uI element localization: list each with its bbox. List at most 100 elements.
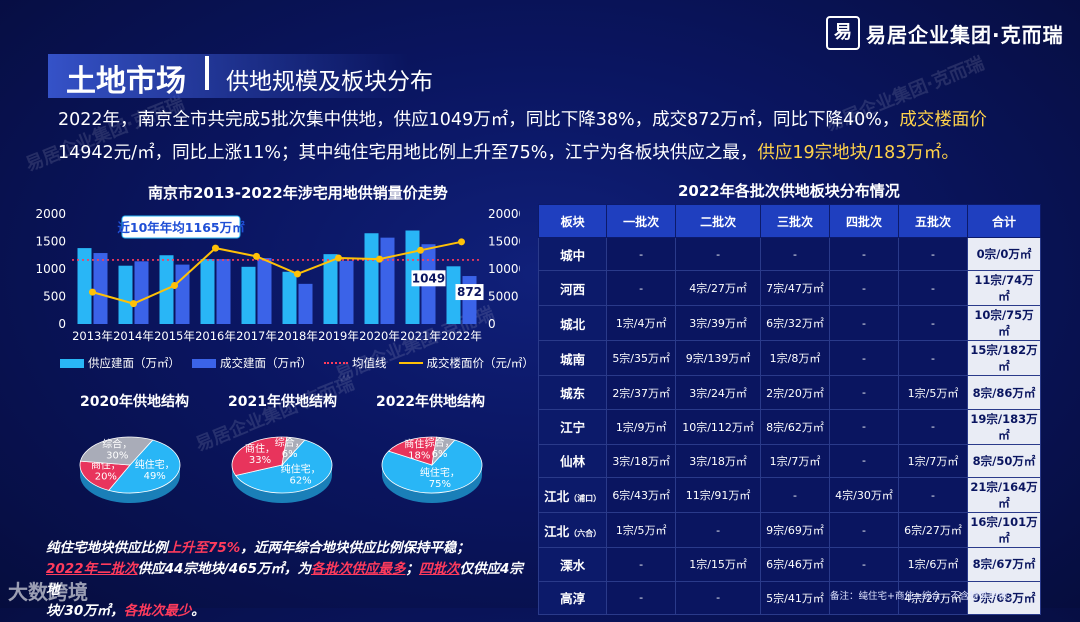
pie-slice — [108, 439, 181, 494]
table-row: 江宁 1宗/9万㎡ 10宗/112万㎡ 8宗/62万㎡ - -19宗/183万㎡ — [537, 408, 1041, 445]
batch-cell: 6宗/46万㎡ — [760, 547, 830, 582]
batch-cell: - — [897, 408, 969, 445]
total-cell: 16宗/101万㎡ — [967, 512, 1041, 549]
bar-supply — [77, 248, 92, 324]
batch-cell: - — [829, 236, 899, 272]
summary-highlight-2: 供应19宗地块/183万㎡。 — [757, 143, 959, 163]
batch-cell: - — [675, 580, 762, 615]
page-title: 土地市场 — [66, 64, 186, 99]
table-row: 江北（浦口） 6宗/43万㎡ 11宗/91万㎡ -4宗/30万㎡ -21宗/164万㎡ — [537, 477, 1041, 514]
pie-slice — [381, 439, 483, 494]
batch-cell: 3宗/39万㎡ — [675, 305, 762, 342]
block-name: 城北 — [560, 316, 586, 332]
batch-cell: - — [760, 477, 830, 514]
block-name-cell: 江宁 — [537, 408, 608, 445]
price-point — [294, 270, 301, 278]
batch-cell: - — [897, 477, 969, 514]
block-name: 河西 — [560, 281, 586, 297]
block-name: 城东 — [560, 386, 586, 402]
batch-cell: - — [897, 236, 969, 272]
table-title: 2022年各批次供地板块分布情况 — [678, 182, 900, 200]
pie-label: 综合， 6% — [275, 436, 305, 460]
note-l2d: ； — [405, 561, 419, 577]
bar-deal — [298, 283, 313, 324]
table-header-cell: 五批次 — [897, 204, 969, 238]
table-footnote: 备注：纯住宅+商住+综合，不含特殊用地； — [830, 591, 1017, 602]
table-header-row: 板块 一批次 二批次 三批次 四批次 五批次 合计 — [537, 204, 1041, 238]
table-header-cell: 二批次 — [675, 204, 762, 238]
block-name-cell: 城东 — [537, 375, 608, 410]
batch-cell: 9宗/139万㎡ — [675, 340, 762, 377]
block-name-cell: 高淳 — [537, 580, 608, 615]
batch-cell: - — [829, 443, 899, 479]
legend-supply: 供应建面（万㎡） — [88, 356, 180, 370]
bar-deal — [93, 253, 108, 324]
batch-cell: 1宗/15万㎡ — [675, 547, 762, 582]
table-row: 溧水 -1宗/15万㎡ 6宗/46万㎡ -1宗/6万㎡ 8宗/67万㎡ — [537, 547, 1041, 582]
total-cell: 10宗/75万㎡ — [967, 305, 1041, 342]
table-row: 城南 5宗/35万㎡ 9宗/139万㎡ 1宗/8万㎡ - -15宗/182万㎡ — [537, 340, 1041, 377]
price-point — [335, 254, 342, 262]
y-left-tick: 1000 — [35, 262, 66, 276]
table-row: 仙林 3宗/18万㎡ 3宗/18万㎡ 1宗/7万㎡ -1宗/7万㎡ 8宗/50万㎡ — [537, 443, 1041, 479]
batch-cell: 5宗/41万㎡ — [760, 580, 830, 615]
block-name: 城中 — [560, 247, 586, 263]
table-header-cell: 合计 — [967, 204, 1041, 238]
table-row: 城中 - - - - -0宗/0万㎡ — [537, 236, 1041, 272]
block-name-cell: 河西 — [537, 270, 608, 307]
summary-paragraph: 2022年，南京全市共完成5批次集中供地，供应1049万㎡，同比下降38%，成交… — [58, 104, 1018, 170]
note-l2e: 四批次 — [418, 561, 460, 577]
batch-cell: 1宗/4万㎡ — [606, 305, 677, 342]
batch-cell: 1宗/8万㎡ — [760, 340, 830, 377]
pie-2022-title: 2022年供地结构 — [376, 394, 485, 410]
note-l1a: 纯住宅地块供应比例 — [46, 540, 168, 556]
pie-label: 商住， 18% — [404, 437, 434, 461]
bar-deal — [216, 259, 231, 324]
summary-highlight-1: 成交楼面价 — [899, 110, 987, 130]
combo-chart-legend: 供应建面（万㎡） 成交建面（万㎡） 均值线 成交楼面价（元/㎡） — [60, 355, 534, 371]
pie-2021: 纯住宅， 62%商住， 33%综合， 6% — [231, 436, 333, 503]
table-header-cell: 一批次 — [606, 204, 677, 238]
y-right-tick: 15000 — [488, 235, 520, 249]
block-name-cell: 溧水 — [537, 547, 608, 582]
table-header-cell: 板块 — [537, 204, 608, 238]
pie-2021-title: 2021年供地结构 — [228, 394, 337, 410]
batch-cell: 3宗/18万㎡ — [675, 443, 762, 479]
annotation-text: 近10年年均1165万㎡ — [117, 220, 245, 235]
y-left-tick: 0 — [58, 317, 66, 331]
batch-cell: - — [829, 512, 899, 549]
note-l3c: 。 — [191, 603, 205, 619]
bar-supply — [323, 254, 338, 324]
batch-cell: 11宗/91万㎡ — [675, 477, 762, 514]
batch-cell: - — [829, 547, 899, 582]
table-row: 江北（六合） 1宗/5万㎡ -9宗/69万㎡ -6宗/27万㎡ 16宗/101万㎡ — [537, 512, 1041, 549]
note-l2a: 2022年二批次 — [46, 561, 138, 577]
price-point — [89, 288, 96, 296]
total-cell: 0宗/0万㎡ — [967, 236, 1041, 272]
legend-price: 成交楼面价（元/㎡） — [426, 356, 534, 370]
note-l1c: ，近两年综合地块供应比例保持平稳； — [240, 540, 470, 556]
batch-cell: 6宗/27万㎡ — [897, 512, 969, 549]
brand-logo: 易 易居企业集团·克而瑞 — [826, 16, 1064, 50]
batch-cell: 1宗/9万㎡ — [606, 408, 677, 445]
title-separator — [205, 56, 209, 90]
brand-watermark: 大数跨境 — [8, 580, 88, 604]
block-name-cell: 城中 — [537, 236, 608, 272]
legend-avg: 均值线 — [352, 356, 387, 370]
price-point — [212, 244, 219, 252]
batch-cell: 1宗/7万㎡ — [897, 443, 969, 479]
x-tick: 2021年 — [400, 329, 441, 343]
legend-swatch-supply — [60, 358, 84, 368]
pie-2022: 纯住宅， 75% 商住， 18%综合， 6% — [381, 436, 483, 503]
batch-cell: - — [897, 305, 969, 342]
bar-deal — [339, 260, 354, 324]
pie-label: 纯住宅， 62% — [281, 462, 321, 486]
table-row: 河西 -4宗/27万㎡ 7宗/47万㎡ - -11宗/74万㎡ — [537, 270, 1041, 307]
legend-swatch-avg — [324, 362, 348, 364]
batch-cell: - — [829, 305, 899, 342]
price-point — [458, 238, 465, 246]
batch-cell: - — [829, 408, 899, 445]
batch-cell: - — [829, 270, 899, 307]
pie-slice — [234, 439, 333, 494]
bar-supply — [282, 271, 297, 324]
